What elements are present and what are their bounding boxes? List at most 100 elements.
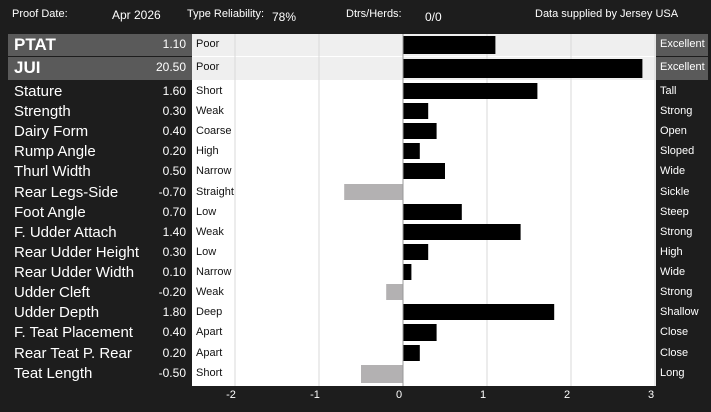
trait-value: 1.10 [162, 37, 186, 51]
trait-row: Dairy Form 0.40 [8, 121, 192, 141]
type-reliability-value: 78% [272, 10, 297, 24]
trait-row: PTAT 1.10 [8, 34, 192, 56]
bar [344, 184, 403, 200]
high-descriptor: Strong [660, 226, 693, 238]
trait-value: 0.40 [162, 124, 186, 138]
high-descriptor: Wide [660, 165, 686, 177]
bar [403, 123, 437, 139]
low-descriptor: Weak [196, 286, 224, 298]
trait-value: 0.20 [162, 346, 186, 360]
trait-row: F. Udder Attach 1.40 [8, 222, 192, 242]
bar [403, 163, 445, 179]
trait-name: Udder Cleft [14, 284, 90, 301]
high-descriptor: Sickle [660, 186, 690, 198]
trait-name: Udder Depth [14, 304, 100, 321]
high-descriptor: Sloped [660, 145, 695, 157]
dtrs-herds-label: Dtrs/Herds: [346, 8, 402, 20]
bar [403, 264, 412, 280]
bar [403, 143, 420, 159]
bar [403, 244, 429, 260]
low-descriptor: Poor [196, 38, 220, 50]
trait-row: Udder Depth 1.80 [8, 302, 192, 322]
trait-value: -0.50 [158, 366, 186, 380]
low-descriptor: Coarse [196, 125, 232, 137]
trait-name: Teat Length [14, 365, 93, 382]
trait-name: Rear Legs-Side [14, 184, 119, 201]
trait-name: Rear Teat P. Rear [14, 345, 132, 362]
trait-value: 0.50 [162, 164, 186, 178]
trait-row: Stature 1.60 [8, 81, 192, 101]
trait-value: 0.30 [162, 104, 186, 118]
trait-value: 0.10 [162, 265, 186, 279]
trait-name: PTAT [14, 35, 56, 54]
high-descriptor: Close [660, 326, 689, 338]
trait-row: F. Teat Placement 0.40 [8, 322, 192, 343]
bar [386, 284, 403, 300]
high-descriptor: High [660, 246, 683, 258]
right-label-band [656, 34, 708, 56]
low-descriptor: Poor [196, 61, 220, 73]
x-tick-label: 3 [647, 389, 655, 401]
trait-value: 0.70 [162, 205, 186, 219]
low-descriptor: Narrow [196, 266, 232, 278]
trait-row: Rear Udder Width 0.10 [8, 262, 192, 282]
trait-name: Dairy Form [14, 123, 89, 140]
data-source: Data supplied by Jersey USA [535, 8, 679, 20]
low-descriptor: Low [196, 206, 217, 218]
low-descriptor: Low [196, 246, 217, 258]
bar [403, 83, 538, 99]
high-descriptor: Excellent [660, 38, 705, 50]
trait-value: 0.20 [162, 144, 186, 158]
trait-row: Rump Angle 0.20 [8, 141, 192, 161]
proof-date-label: Proof Date: [12, 8, 68, 20]
trait-row: JUI 20.50 [8, 57, 192, 80]
low-descriptor: Short [196, 367, 223, 379]
trait-value: -0.20 [158, 285, 186, 299]
trait-name: Strength [14, 103, 71, 120]
trait-value: 0.40 [162, 325, 186, 339]
trait-row: Strength 0.30 [8, 101, 192, 121]
trait-name: Thurl Width [14, 163, 91, 180]
trait-value: 1.80 [162, 305, 186, 319]
trait-row: Teat Length -0.50 [8, 363, 192, 385]
trait-value: 1.40 [162, 225, 186, 239]
x-tick-label: 1 [479, 389, 487, 401]
trait-name: F. Teat Placement [14, 324, 133, 341]
trait-name: Rear Udder Height [14, 244, 140, 261]
right-label-band [656, 57, 708, 80]
trait-name: F. Udder Attach [14, 224, 117, 241]
dtrs-herds-value: 0/0 [425, 10, 442, 24]
low-descriptor: Weak [196, 105, 224, 117]
trait-name: Rump Angle [14, 143, 96, 160]
bar [403, 224, 521, 240]
bar [403, 304, 555, 320]
high-descriptor: Excellent [660, 61, 705, 73]
high-descriptor: Long [660, 367, 685, 379]
high-descriptor: Open [660, 125, 687, 137]
high-descriptor: Shallow [660, 306, 699, 318]
high-descriptor: Close [660, 347, 689, 359]
trait-row: Thurl Width 0.50 [8, 161, 192, 181]
trait-row: Rear Udder Height 0.30 [8, 242, 192, 262]
type-reliability-label: Type Reliability: [187, 8, 265, 20]
low-descriptor: Deep [196, 306, 223, 318]
high-descriptor: Strong [660, 105, 693, 117]
bar [361, 365, 403, 383]
trait-name: Foot Angle [14, 204, 86, 221]
x-tick-label: -2 [226, 389, 236, 401]
low-descriptor: High [196, 145, 219, 157]
low-descriptor: Apart [196, 326, 223, 338]
low-descriptor: Narrow [196, 165, 232, 177]
trait-row: Rear Legs-Side -0.70 [8, 182, 192, 202]
low-descriptor: Weak [196, 226, 224, 238]
trait-row: Foot Angle 0.70 [8, 202, 192, 222]
low-descriptor: Short [196, 85, 223, 97]
bar [403, 36, 496, 54]
trait-value: 0.30 [162, 245, 186, 259]
x-tick-label: 0 [395, 389, 403, 401]
trait-value: 20.50 [155, 60, 186, 74]
bar [403, 103, 429, 119]
bar [403, 324, 437, 341]
high-descriptor: Strong [660, 286, 693, 298]
x-tick-label: 2 [563, 389, 571, 401]
